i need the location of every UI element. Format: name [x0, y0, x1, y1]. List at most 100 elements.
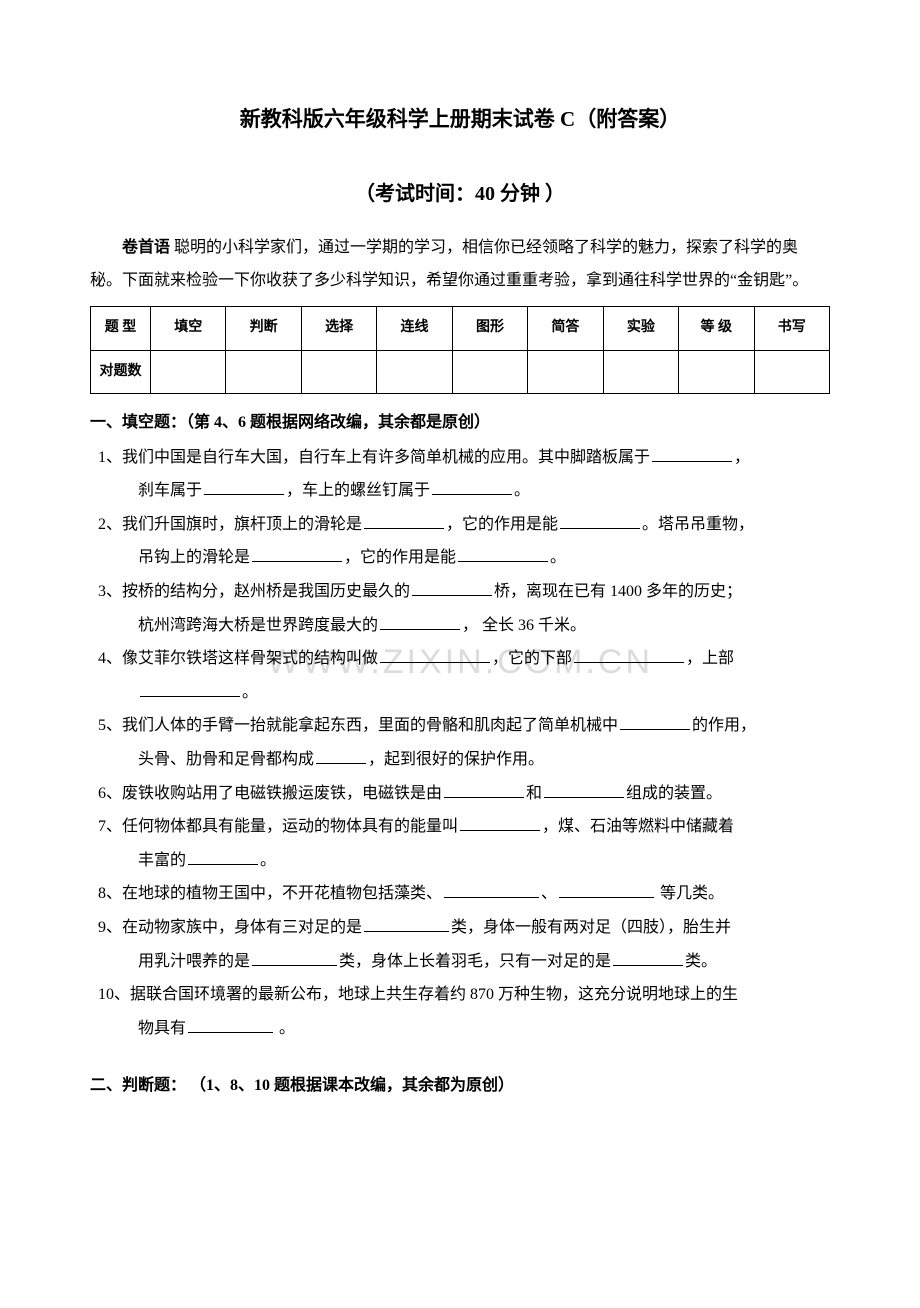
q-text: 2、我们升国旗时，旗杆顶上的滑轮是 — [98, 516, 362, 533]
fill-blank[interactable] — [613, 948, 683, 966]
section-1-head: 一、填空题：（第 4、6 题根据网络改编，其余都是原创） — [90, 408, 830, 438]
question-1: 1、我们中国是自行车大国，自行车上有许多简单机械的应用。其中脚踏板属于 ， 刹车属… — [98, 441, 830, 508]
q-text: 1、我们中国是自行车大国，自行车上有许多简单机械的应用。其中脚踏板属于 — [98, 449, 650, 466]
col-head: 选择 — [301, 307, 376, 351]
q-text: ，车上的螺丝钉属于 — [286, 482, 430, 499]
col-head: 等 级 — [679, 307, 754, 351]
q-text: ，它的作用是能 — [446, 516, 558, 533]
page-title: 新教科版六年级科学上册期末试卷 C（附答案） — [90, 100, 830, 140]
q-text: 丰富的 — [138, 852, 186, 869]
q-text: 类。 — [685, 953, 717, 970]
preamble-text: 聪明的小科学家们，通过一学期的学习，相信你已经领略了科学的魅力，探索了科学的奥秘… — [90, 239, 808, 290]
q-text: ，起到很好的保护作用。 — [368, 751, 544, 768]
fill-blank[interactable] — [380, 646, 490, 664]
q-text: 5、我们人体的手臂一抬就能拿起东西，里面的骨骼和肌肉起了简单机械中 — [98, 717, 618, 734]
q-text: 7、任何物体都具有能量，运动的物体具有的能量叫 — [98, 818, 458, 835]
fill-blank[interactable] — [620, 713, 690, 731]
q-text: 9、在动物家族中，身体有三对足的是 — [98, 919, 362, 936]
question-10: 10、据联合国环境署的最新公布，地球上共生存着约 870 万种生物，这充分说明地… — [98, 978, 830, 1045]
fill-blank[interactable] — [252, 948, 337, 966]
q-text: 等几类。 — [656, 885, 724, 902]
cell — [603, 350, 678, 394]
col-head: 判断 — [226, 307, 301, 351]
score-table: 题 型 填空 判断 选择 连线 图形 简答 实验 等 级 书写 对题数 — [90, 306, 830, 394]
fill-blank[interactable] — [364, 914, 449, 932]
col-head: 实验 — [603, 307, 678, 351]
fill-blank[interactable] — [559, 881, 654, 899]
exam-subtitle: （考试时间：40 分钟 ） — [90, 175, 830, 213]
fill-blank[interactable] — [412, 578, 492, 596]
q-text: 吊钩上的滑轮是 — [138, 549, 250, 566]
cell — [151, 350, 226, 394]
q-text: 6、废铁收购站用了电磁铁搬运废铁，电磁铁是由 — [98, 785, 442, 802]
col-head: 连线 — [377, 307, 452, 351]
col-head: 简答 — [528, 307, 603, 351]
fill-blank[interactable] — [544, 780, 624, 798]
q-text: 。塔吊吊重物， — [642, 516, 754, 533]
table-row: 对题数 — [91, 350, 830, 394]
fill-blank[interactable] — [204, 478, 284, 496]
q-text: 物具有 — [138, 1020, 186, 1037]
cell — [377, 350, 452, 394]
q-text: ， — [734, 449, 750, 466]
fill-blank[interactable] — [574, 646, 684, 664]
fill-blank[interactable] — [560, 511, 640, 529]
q-text: 、 — [541, 885, 557, 902]
q-text: 类，身体上长着羽毛，只有一对足的是 — [339, 953, 611, 970]
fill-blank[interactable] — [460, 814, 540, 832]
preamble: 卷首语 聪明的小科学家们，通过一学期的学习，相信你已经领略了科学的魅力，探索了科… — [90, 231, 830, 298]
q-text: ，它的作用是能 — [344, 549, 456, 566]
q-text: 用乳汁喂养的是 — [138, 953, 250, 970]
q-text: 类，身体一般有两对足（四肢），胎生并 — [451, 919, 731, 936]
q-text: ，煤、石油等燃料中储藏着 — [542, 818, 734, 835]
cell — [754, 350, 830, 394]
question-3: 3、按桥的结构分，赵州桥是我国历史最久的桥，离现在已有 1400 多年的历史； … — [98, 575, 830, 642]
fill-blank[interactable] — [252, 545, 342, 563]
q-text: 。 — [260, 852, 276, 869]
question-6: 6、废铁收购站用了电磁铁搬运废铁，电磁铁是由 和 组成的装置。 — [98, 777, 830, 811]
fill-blank[interactable] — [316, 746, 366, 764]
col-head: 图形 — [452, 307, 527, 351]
q-text: 。 — [514, 482, 530, 499]
fill-blank[interactable] — [444, 881, 539, 899]
fill-blank[interactable] — [432, 478, 512, 496]
cell — [528, 350, 603, 394]
fill-blank[interactable] — [188, 847, 258, 865]
q-text: 杭州湾跨海大桥是世界跨度最大的 — [138, 617, 378, 634]
q-text: 3、按桥的结构分，赵州桥是我国历史最久的 — [98, 583, 410, 600]
fill-blank[interactable] — [364, 511, 444, 529]
question-8: 8、在地球的植物王国中，不开花植物包括藻类、 、 等几类。 — [98, 877, 830, 911]
fill-blank[interactable] — [652, 444, 732, 462]
fill-blank[interactable] — [188, 1015, 273, 1033]
col-head: 书写 — [754, 307, 830, 351]
q-text: 桥，离现在已有 1400 多年的历史； — [494, 583, 742, 600]
question-4: 4、像艾菲尔铁塔这样骨架式的结构叫做，它的下部，上部 。 — [98, 642, 830, 709]
q-text: 8、在地球的植物王国中，不开花植物包括藻类、 — [98, 885, 442, 902]
q-text: 。 — [275, 1020, 295, 1037]
cell — [452, 350, 527, 394]
q-text: 。 — [550, 549, 566, 566]
q-text: 4、像艾菲尔铁塔这样骨架式的结构叫做 — [98, 650, 378, 667]
q-text: 头骨、肋骨和足骨都构成 — [138, 751, 314, 768]
q-text: ，它的下部 — [492, 650, 572, 667]
cell — [226, 350, 301, 394]
question-5: 5、我们人体的手臂一抬就能拿起东西，里面的骨骼和肌肉起了简单机械中的作用， 头骨… — [98, 709, 830, 776]
q-text: 。 — [242, 684, 258, 701]
cell — [301, 350, 376, 394]
cell — [679, 350, 754, 394]
fill-blank[interactable] — [140, 679, 240, 697]
q-text: 10、据联合国环境署的最新公布，地球上共生存着约 870 万种生物，这充分说明地… — [98, 986, 738, 1003]
row-label: 题 型 — [91, 307, 151, 351]
q-text: 和 — [526, 785, 542, 802]
fill-blank[interactable] — [444, 780, 524, 798]
question-7: 7、任何物体都具有能量，运动的物体具有的能量叫 ，煤、石油等燃料中储藏着 丰富的 。 — [98, 810, 830, 877]
question-9: 9、在动物家族中，身体有三对足的是 类，身体一般有两对足（四肢），胎生并 用乳汁喂… — [98, 911, 830, 978]
table-row: 题 型 填空 判断 选择 连线 图形 简答 实验 等 级 书写 — [91, 307, 830, 351]
fill-blank[interactable] — [380, 612, 460, 630]
fill-blank[interactable] — [458, 545, 548, 563]
preamble-label: 卷首语 — [122, 239, 170, 256]
q-text: 组成的装置。 — [626, 785, 722, 802]
row-label: 对题数 — [91, 350, 151, 394]
q-text: 刹车属于 — [138, 482, 202, 499]
col-head: 填空 — [151, 307, 226, 351]
